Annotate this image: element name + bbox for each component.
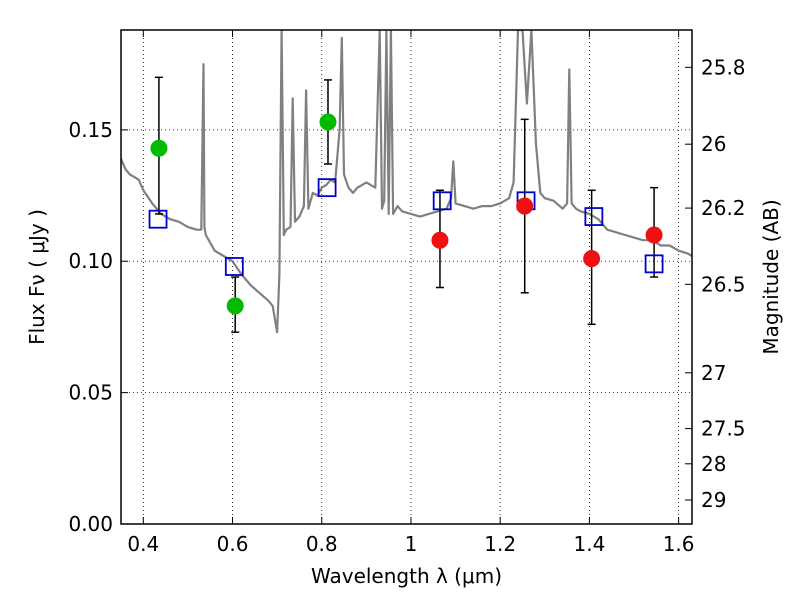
grid-lines xyxy=(121,30,692,525)
y-tick-label: 0.05 xyxy=(68,381,113,405)
model-point-square xyxy=(148,209,168,229)
model-point-square xyxy=(317,178,337,198)
x-tick-label: 1.6 xyxy=(663,532,695,556)
mag-tick-label: 26.2 xyxy=(701,196,746,220)
model-point-square xyxy=(644,254,664,274)
y-tick-label: 0.15 xyxy=(68,118,113,142)
x-tick-label: 1.2 xyxy=(484,532,516,556)
error-bars xyxy=(154,76,659,333)
model-point-square xyxy=(224,257,244,276)
data-point-circle xyxy=(583,250,601,268)
axis-ticks: 0.4 0.6 0.8 1 1.2 1.4 1.6 0.00 0.05 0.10 0.15 25.8 2… xyxy=(68,30,746,556)
mag-tick-label: 27.5 xyxy=(701,417,746,441)
data-point-circle xyxy=(645,226,663,244)
x-tick-label: 1 xyxy=(405,532,418,556)
plot-frame xyxy=(120,29,693,525)
mag-tick-label: 27 xyxy=(701,361,726,385)
mag-tick-label: 29 xyxy=(701,488,726,512)
x-tick-label: 0.6 xyxy=(217,532,249,556)
mag-tick-label: 26 xyxy=(701,132,726,156)
y-tick-label: 0.10 xyxy=(68,249,113,273)
mag-tick-label: 28 xyxy=(701,452,726,476)
y-axis-right-label: Magnitude (AB) xyxy=(759,199,783,354)
data-markers xyxy=(148,113,664,315)
x-tick-label: 0.8 xyxy=(306,532,338,556)
data-point-circle xyxy=(319,113,337,131)
y-tick-label: 0.00 xyxy=(68,512,113,536)
x-tick-label: 0.4 xyxy=(127,532,159,556)
y-axis-label: Flux Fν ( μJy ) xyxy=(25,209,49,345)
model-point-square xyxy=(584,207,604,226)
data-point-circle xyxy=(150,139,168,157)
mag-tick-label: 26.5 xyxy=(701,272,746,296)
model-point-square xyxy=(432,191,452,211)
spectrum-line xyxy=(121,30,692,334)
model-spectrum xyxy=(121,30,692,334)
x-tick-label: 1.4 xyxy=(573,532,605,556)
x-axis-label: Wavelength λ (μm) xyxy=(311,564,502,588)
data-point-circle xyxy=(226,297,244,315)
data-point-circle xyxy=(516,197,534,215)
data-point-circle xyxy=(431,231,449,249)
mag-tick-label: 25.8 xyxy=(701,55,746,79)
